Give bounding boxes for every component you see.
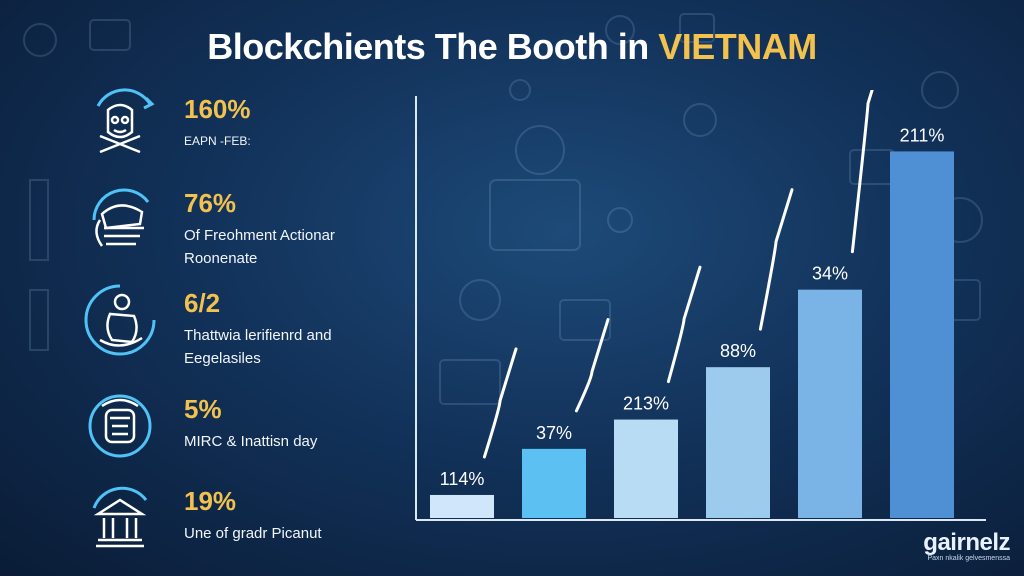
trend-line-segment (850, 90, 874, 254)
stat-description-line: Thattwia lerifienrd and (184, 327, 332, 344)
face-icon (96, 88, 155, 154)
trend-line-segment (666, 265, 702, 384)
trend-line-segment (758, 188, 794, 331)
stat-description-line: EAPN -FEB: (184, 134, 251, 148)
badge-icon (88, 394, 152, 458)
brand-logo: gairnelz Paxn nkalik gelvesmenssa (923, 529, 1010, 562)
bar-data-label: 88% (720, 341, 756, 361)
logo-name: gairnelz (923, 529, 1010, 556)
bar (890, 151, 954, 518)
stat-item: 5% MIRC & Inattisn day (60, 386, 390, 476)
title-accent: VIETNAM (658, 26, 817, 67)
stat-description-line: MIRC & Inattisn day (184, 433, 318, 450)
head-icon (84, 284, 156, 356)
stat-description-line: Roonenate (184, 250, 258, 267)
stat-description: Thattwia lerifienrd and Eegelasiles (184, 324, 384, 370)
bar-data-label: 211% (900, 125, 945, 145)
trend-line-segment (574, 318, 610, 413)
title-main: Blockchients The Booth in (207, 26, 649, 67)
stat-value: 160% (184, 94, 251, 124)
hand-icon (92, 188, 150, 247)
stat-item: 19% Une of gradr Picanut (60, 478, 390, 568)
bar (430, 494, 494, 518)
stat-description: Of Freohment Actionar Roonenate (184, 224, 384, 270)
stat-description: MIRC & Inattisn day (184, 430, 384, 453)
bar-data-label: 37% (536, 423, 572, 443)
bar (706, 367, 770, 518)
stat-item: 76% Of Freohment Actionar Roonenate (60, 180, 390, 270)
stat-description: EAPN -FEB: (184, 130, 384, 153)
stat-description-line: Eegelasiles (184, 350, 261, 367)
trend-line-segment (482, 347, 518, 459)
stat-value: 19% (184, 486, 237, 516)
bar-chart: 114% 37% 213% 88% 34% 211% (415, 90, 986, 521)
bar (798, 289, 862, 518)
stat-description-line: Une of gradr Picanut (184, 525, 322, 542)
stat-item: 160% EAPN -FEB: (60, 86, 390, 176)
page-title: Blockchients The Booth in VIETNAM (0, 26, 1024, 68)
bar-data-label: 114% (440, 469, 485, 489)
stat-value: 76% (184, 188, 237, 218)
stat-value: 5% (184, 394, 222, 424)
bar-data-label: 213% (623, 394, 669, 414)
logo-tagline: Paxn nkalik gelvesmenssa (927, 555, 1011, 562)
stat-item: 6/2 Thattwia lerifienrd and Eegelasiles (60, 280, 390, 370)
stat-value: 6/2 (184, 288, 221, 318)
bar (522, 448, 586, 518)
stat-description: Une of gradr Picanut (184, 522, 384, 545)
stat-description-line: Of Freohment Actionar (184, 227, 335, 244)
bank-icon (92, 486, 148, 548)
bar-data-label: 34% (812, 264, 848, 284)
bar (614, 419, 678, 518)
